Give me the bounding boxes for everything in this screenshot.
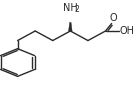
Text: 2: 2 [75, 5, 79, 14]
Text: OH: OH [120, 26, 135, 36]
Polygon shape [69, 22, 72, 31]
Text: O: O [109, 13, 117, 23]
Text: NH: NH [63, 3, 78, 13]
